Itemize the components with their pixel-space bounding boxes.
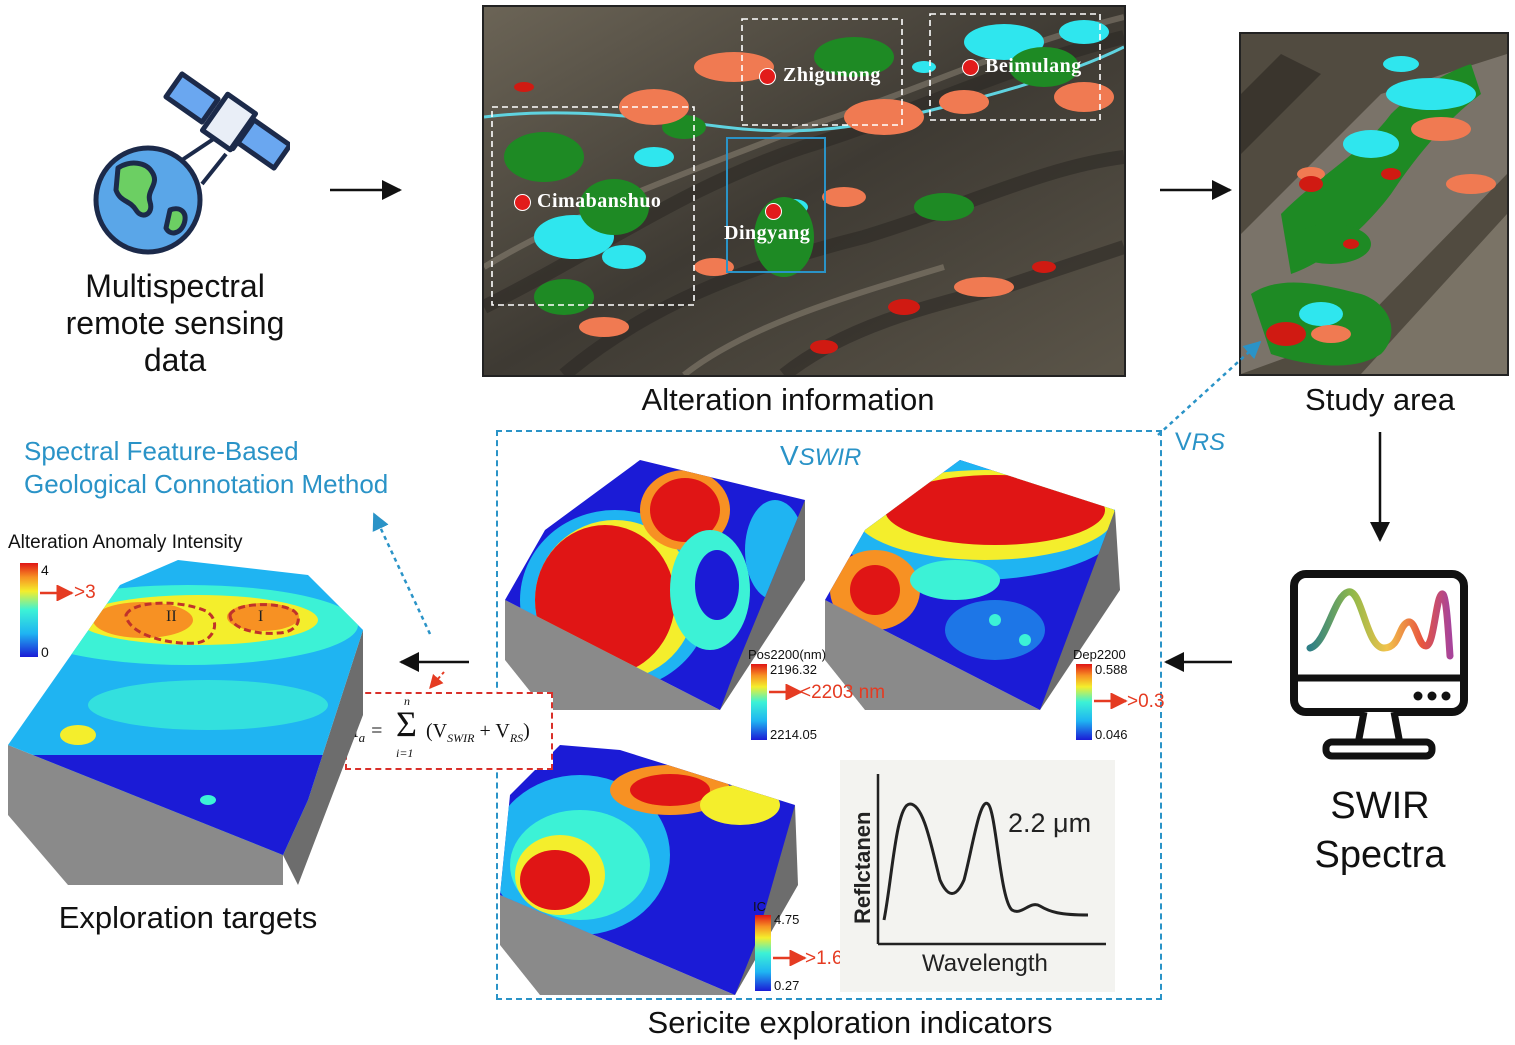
formula-term1: V	[432, 720, 448, 742]
dep2200-threshold-arrow	[1094, 693, 1128, 709]
dotted-link-to-method	[372, 512, 432, 635]
dotted-link-study-to-indicators	[1157, 340, 1262, 436]
ic-min: 0.27	[774, 978, 800, 993]
satellite-label-line2: remote sensing	[65, 304, 285, 341]
targets-legend-title: Alteration Anomaly Intensity	[8, 532, 243, 553]
place-cimabanshuo: Cimabanshuo	[537, 190, 662, 212]
formula: Ia= n Σ i=1 (VSWIR + VRS)	[352, 694, 548, 764]
marker-dingyang	[765, 203, 782, 220]
dep2200-min: 0.046	[1095, 727, 1128, 742]
swir-label-line2: Spectra	[1314, 834, 1446, 877]
targets-terrain	[8, 555, 368, 885]
arrow-map-to-study	[1160, 180, 1232, 200]
ic-threshold-arrow	[773, 950, 807, 966]
satellite-earth-icon	[90, 60, 290, 260]
satellite-label-line1: Multispectral	[85, 268, 265, 304]
method-title: Spectral Feature-Based Geological Connot…	[24, 435, 388, 500]
pos2200-threshold-arrow	[769, 684, 803, 700]
ic-threshold: >1.6	[805, 948, 843, 969]
dep2200-title: Dep2200	[1073, 647, 1126, 662]
spectrum-ylabel: Reflctanen	[850, 811, 875, 924]
marker-beimulang	[962, 59, 979, 76]
dep2200-threshold: >0.3	[1127, 691, 1165, 712]
formula-lhs-sub: a	[358, 730, 366, 745]
vrs-label-prefix: V	[1175, 428, 1192, 456]
spectrum-peak-label: 2.2 μm	[1008, 808, 1092, 838]
target-zone-ii: II	[166, 608, 177, 625]
target-zone-i: I	[258, 608, 264, 625]
dep2200-terrain	[825, 460, 1125, 710]
formula-sum-bottom: i=1	[396, 746, 414, 760]
dep2200-max: 0.588	[1095, 662, 1128, 677]
satellite-label: Multispectral remote sensing data	[40, 268, 310, 378]
pos2200-min: 2214.05	[770, 727, 817, 742]
dotted-link-to-formula	[429, 671, 445, 690]
place-beimulang: Beimulang	[985, 55, 1082, 77]
swir-label-line1: SWIR	[1330, 785, 1430, 827]
pos2200-title: Pos2200(nm)	[748, 647, 827, 662]
formula-box	[345, 692, 553, 770]
formula-term2-sub: RS	[509, 731, 524, 745]
spectrum-xlabel: Wavelength	[922, 950, 1048, 977]
formula-sigma: Σ	[396, 704, 417, 744]
indicators-caption: Sericite exploration indicators	[647, 1005, 1053, 1040]
targets-colorbar	[20, 563, 38, 657]
study-area-image	[1239, 32, 1509, 376]
targets-legend-min: 0	[41, 644, 49, 660]
dep2200-colorbar	[1076, 664, 1092, 740]
place-dingyang: Dingyang	[724, 222, 811, 244]
ic-colorbar	[755, 915, 771, 991]
marker-cimabanshuo	[514, 194, 531, 211]
alteration-map	[482, 5, 1126, 377]
satellite-label-line3: data	[143, 341, 207, 378]
arrow-indicators-to-targets	[399, 652, 469, 672]
pos2200-colorbar	[751, 664, 767, 740]
spectrum-sketch	[840, 760, 1115, 992]
targets-threshold: >3	[74, 582, 96, 603]
targets-threshold-arrow	[40, 585, 74, 601]
ic-title: IC	[753, 899, 766, 914]
vswir-label: VSWIR	[780, 440, 861, 472]
swir-label: SWIR Spectra	[1290, 782, 1470, 881]
marker-zhigunong	[759, 68, 776, 85]
method-title-line2: Geological Connotation Method	[24, 468, 389, 499]
vrs-label-sub: RS	[1191, 429, 1226, 456]
place-zhigunong: Zhigunong	[783, 64, 881, 86]
arrow-satellite-to-map	[330, 180, 402, 200]
formula-sum-top: n	[404, 694, 410, 708]
pos2200-threshold: <2203 nm	[800, 682, 886, 703]
alteration-caption: Alteration information	[641, 382, 935, 417]
targets-caption: Exploration targets	[58, 900, 318, 935]
arrow-study-to-swir	[1370, 432, 1390, 542]
ic-max: 4.75	[774, 912, 800, 927]
study-area-caption: Study area	[1305, 382, 1455, 417]
arrow-swir-to-indicators	[1164, 652, 1232, 672]
vswir-label-prefix: V	[780, 440, 799, 471]
pos2200-max: 2196.32	[770, 662, 817, 677]
formula-term2: V	[495, 720, 510, 742]
method-title-line1: Spectral Feature-Based	[24, 436, 299, 466]
vrs-label: VRS	[1175, 428, 1225, 457]
targets-legend-max: 4	[41, 562, 49, 578]
vswir-label-sub: SWIR	[798, 444, 862, 471]
formula-term1-sub: SWIR	[447, 731, 475, 745]
ic-terrain	[500, 745, 800, 995]
monitor-spectrum-icon	[1286, 566, 1472, 766]
